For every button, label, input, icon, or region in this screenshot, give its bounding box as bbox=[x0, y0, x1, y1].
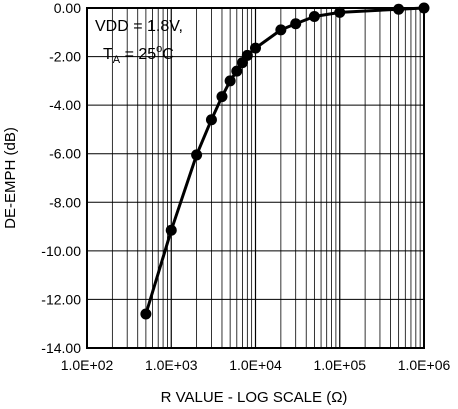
x-tick-label: 1.0E+04 bbox=[229, 357, 282, 373]
gridlines bbox=[87, 8, 424, 348]
data-point bbox=[224, 75, 236, 87]
data-point bbox=[140, 308, 152, 320]
data-point bbox=[308, 11, 320, 22]
series-line bbox=[144, 6, 425, 315]
annotation-t: T bbox=[103, 46, 113, 63]
annotation-sup: o bbox=[156, 43, 162, 55]
data-point bbox=[231, 65, 243, 77]
plot-frame bbox=[86, 7, 425, 349]
y-tick-label: -12.00 bbox=[41, 291, 81, 307]
data-point bbox=[165, 224, 177, 236]
y-tick-label: -2.00 bbox=[49, 49, 81, 65]
y-tick-label: 0.00 bbox=[54, 0, 81, 16]
annotation-eq: = 25 bbox=[120, 46, 156, 63]
data-point bbox=[216, 91, 228, 103]
data-point bbox=[205, 114, 217, 126]
y-tick-label: -10.00 bbox=[41, 243, 81, 259]
y-tick-label: -4.00 bbox=[49, 97, 81, 113]
x-axis-label: R VALUE - LOG SCALE (Ω) bbox=[161, 389, 348, 406]
data-point bbox=[334, 6, 346, 18]
annotation-sub: A bbox=[113, 54, 121, 66]
tick-labels: 0.00 -2.00 -4.00 -6.00 -8.00 -10.00 -12.00 -14.… bbox=[41, 0, 450, 373]
data-point bbox=[393, 3, 405, 15]
data-point bbox=[191, 149, 203, 161]
x-tick-label: 1.0E+02 bbox=[61, 357, 114, 373]
data-point bbox=[275, 24, 287, 36]
data-point bbox=[241, 49, 253, 61]
annotation-unit: C bbox=[162, 46, 174, 63]
x-tick-label: 1.0E+03 bbox=[145, 357, 198, 373]
data-point bbox=[250, 42, 261, 54]
y-tick-label: -6.00 bbox=[49, 146, 81, 162]
series-group bbox=[140, 2, 430, 320]
y-tick-label: -8.00 bbox=[49, 194, 81, 210]
x-tick-label: 1.0E+06 bbox=[398, 357, 451, 373]
annotation: VDD = 1.8V, TA = 25oC bbox=[95, 18, 183, 66]
annotation-line-2: TA = 25oC bbox=[103, 43, 174, 66]
x-tick-label: 1.0E+05 bbox=[313, 357, 366, 373]
annotation-line-1: VDD = 1.8V, bbox=[95, 18, 183, 35]
y-axis-label: DE-EMPH (dB) bbox=[2, 127, 19, 229]
data-point bbox=[290, 18, 302, 30]
y-tick-label: -14.00 bbox=[41, 340, 81, 356]
